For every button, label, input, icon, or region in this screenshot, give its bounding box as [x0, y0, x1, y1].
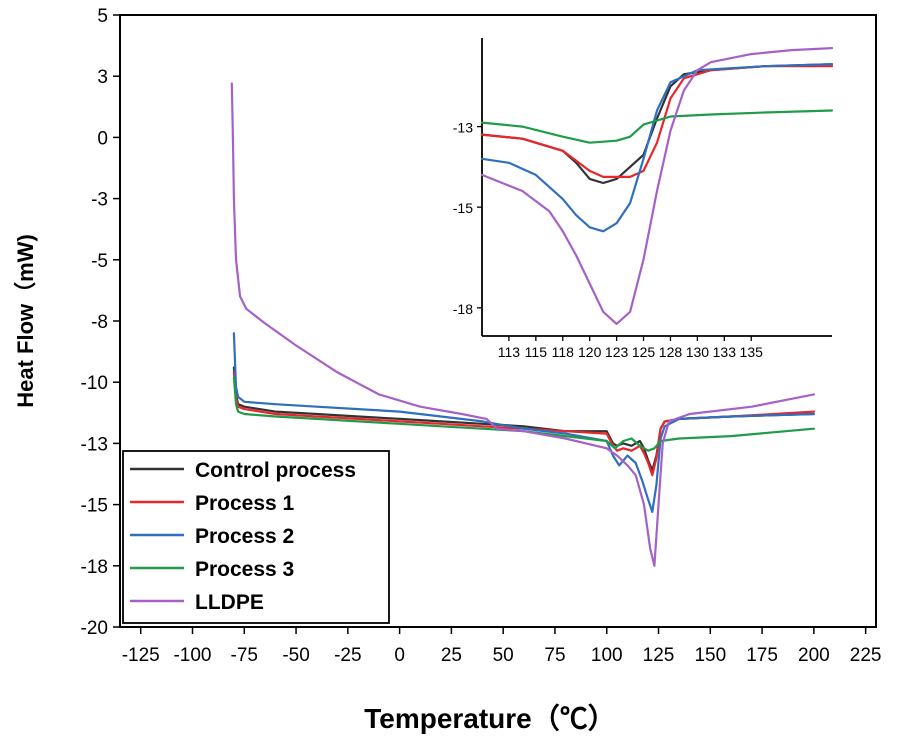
- y-tick-label: 0: [97, 128, 108, 149]
- y-tick-label: -13: [81, 434, 108, 455]
- x-tick-label: 25: [441, 645, 462, 666]
- inset-x-tick-label: 133: [713, 344, 737, 360]
- legend: Control process Process 1 Process 2 Process…: [130, 459, 356, 614]
- x-tick-label: -75: [231, 645, 258, 666]
- main-axes-ticks: -125 -100 -75 -50 -25 0 25 50 75 100 125 150 175 200 2…: [81, 6, 882, 666]
- x-tick-label: 75: [544, 645, 565, 666]
- y-tick-label: -8: [91, 312, 108, 333]
- inset-axes-ticks: 113 115 118 120 123 125 128 130 133 135 -13 -15 -18: [453, 120, 763, 360]
- y-tick-label: 5: [97, 6, 108, 27]
- y-tick-label: -3: [91, 190, 108, 211]
- x-tick-label: 125: [643, 645, 675, 666]
- y-tick-label: -5: [91, 251, 108, 272]
- inset-series-line-process-3: [480, 109, 834, 144]
- inset-x-tick-label: 135: [740, 344, 764, 360]
- legend-label-process-3: Process 3: [195, 558, 294, 581]
- y-tick-label: -18: [81, 557, 108, 578]
- inset-series-lines: [480, 47, 834, 325]
- legend-label-process-1: Process 1: [195, 492, 295, 515]
- x-tick-label: 200: [798, 645, 830, 666]
- series-line-process-2: [232, 332, 815, 513]
- inset-y-tick-label: -13: [453, 120, 473, 136]
- x-tick-label: 150: [694, 645, 726, 666]
- x-tick-label: -100: [173, 645, 211, 666]
- y-tick-label: 3: [97, 67, 108, 88]
- x-tick-label: -25: [334, 645, 361, 666]
- legend-label-process-2: Process 2: [195, 525, 294, 548]
- y-tick-label: -20: [81, 618, 108, 639]
- x-tick-label: 225: [850, 645, 882, 666]
- inset-series-line-process-2: [480, 63, 834, 233]
- inset-series-line-lldpe: [480, 47, 834, 325]
- y-axis-title: Heat Flow（mW): [13, 234, 38, 408]
- legend-box: [122, 450, 390, 624]
- main-series-lines: [230, 82, 815, 567]
- x-tick-label: 0: [394, 645, 405, 666]
- x-tick-label: 100: [591, 645, 623, 666]
- x-tick-label: -50: [282, 645, 309, 666]
- x-tick-label: -125: [122, 645, 160, 666]
- inset-y-tick-label: -15: [453, 200, 473, 216]
- x-tick-label: 50: [493, 645, 514, 666]
- inset-x-tick-label: 125: [632, 344, 656, 360]
- x-tick-label: 175: [746, 645, 778, 666]
- inset-y-tick-label: -18: [453, 301, 473, 317]
- inset-x-tick-label: 115: [525, 344, 548, 360]
- inset-x-tick-label: 123: [605, 344, 629, 360]
- inset-series-line-process-1: [480, 65, 834, 178]
- legend-label-control-process: Control process: [195, 459, 356, 482]
- inset-x-tick-label: 113: [498, 344, 521, 360]
- series-line-lldpe: [230, 82, 815, 567]
- inset-x-tick-label: 118: [552, 344, 575, 360]
- legend-label-lldpe: LLDPE: [195, 591, 264, 614]
- y-tick-label: -10: [81, 373, 108, 394]
- inset-x-tick-label: 130: [686, 344, 710, 360]
- inset-x-tick-label: 120: [578, 344, 602, 360]
- series-line-process-3: [232, 376, 815, 452]
- x-axis-title: Temperature（℃）: [364, 702, 616, 734]
- y-tick-label: -15: [81, 496, 108, 517]
- inset-x-tick-label: 128: [659, 344, 683, 360]
